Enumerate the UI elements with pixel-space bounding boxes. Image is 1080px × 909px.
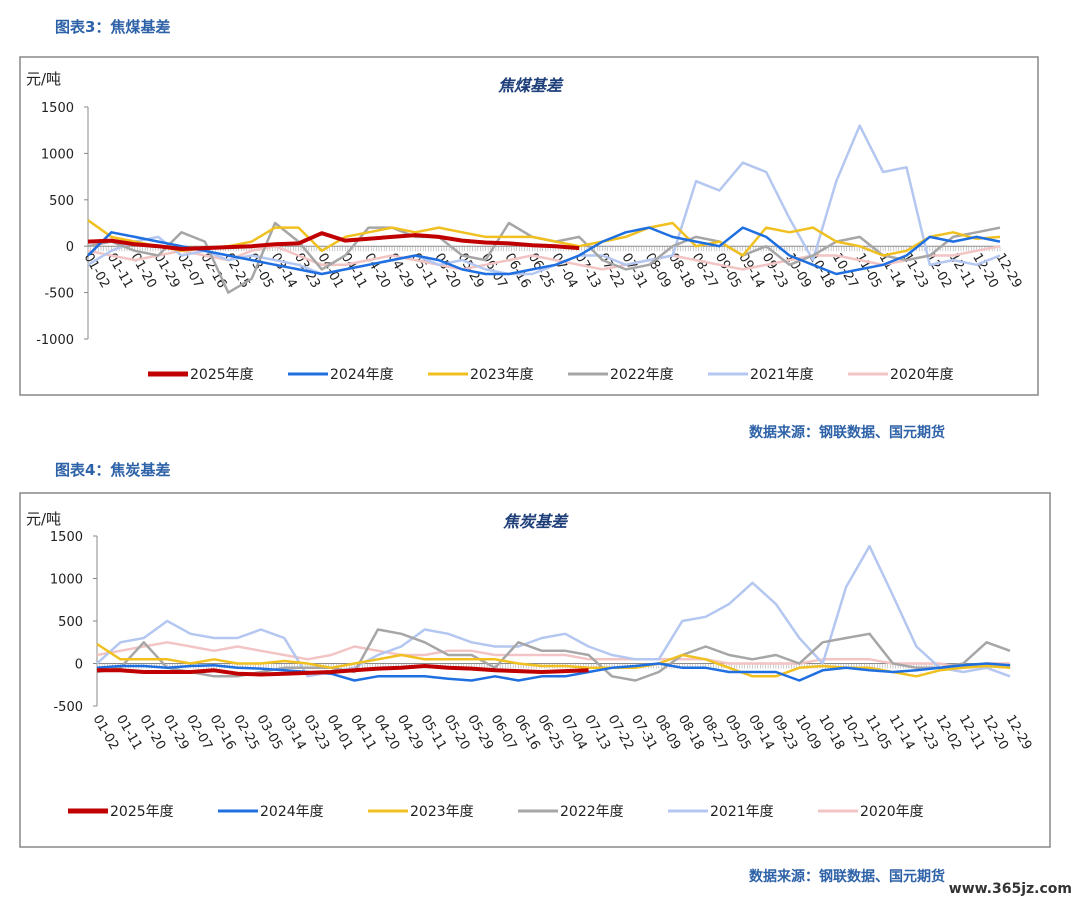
source-note: 数据来源：钢联数据、国元期货 bbox=[749, 868, 945, 885]
legend-label: 2025年度 bbox=[190, 367, 254, 383]
series-line bbox=[96, 641, 1010, 670]
legend-label: 2020年度 bbox=[890, 367, 954, 383]
source-note: 数据来源：钢联数据、国元期货 bbox=[749, 424, 945, 441]
y-tick-label: 500 bbox=[49, 194, 74, 209]
y-tick-label: 0 bbox=[75, 658, 83, 673]
y-tick-label: -500 bbox=[53, 700, 83, 715]
series-line bbox=[96, 544, 1011, 678]
chart-title: 焦炭基差 bbox=[503, 512, 569, 531]
legend-label: 2022年度 bbox=[610, 367, 674, 383]
y-tick-label: 1500 bbox=[50, 530, 83, 545]
chart-frame bbox=[19, 492, 1051, 848]
y-tick-label: 1500 bbox=[41, 101, 74, 116]
series-line bbox=[87, 244, 1001, 271]
chart-frame bbox=[19, 56, 1039, 396]
series-line bbox=[87, 219, 1001, 257]
watermark: www.365jz.com bbox=[949, 881, 1072, 897]
legend-label: 2025年度 bbox=[110, 804, 174, 820]
series-line bbox=[87, 226, 1001, 276]
legend-label: 2023年度 bbox=[410, 804, 474, 820]
legend-label: 2024年度 bbox=[260, 804, 324, 820]
series-line bbox=[96, 662, 1011, 682]
chart-title: 焦煤基差 bbox=[498, 76, 564, 95]
series-line bbox=[87, 231, 580, 251]
y-tick-label: -1000 bbox=[36, 333, 74, 348]
y-tick-label: -500 bbox=[44, 287, 74, 302]
y-axis-label: 元/吨 bbox=[26, 510, 61, 528]
y-tick-label: 500 bbox=[58, 615, 83, 630]
legend-label: 2023年度 bbox=[470, 367, 534, 383]
legend-label: 2021年度 bbox=[750, 367, 814, 383]
legend-label: 2020年度 bbox=[860, 804, 924, 820]
series-line bbox=[97, 664, 589, 677]
y-axis-label: 元/吨 bbox=[26, 70, 61, 88]
y-tick-label: 1000 bbox=[41, 147, 74, 162]
figure-caption: 图表4：焦炭基差 bbox=[55, 461, 170, 479]
legend-label: 2021年度 bbox=[710, 804, 774, 820]
legend-label: 2024年度 bbox=[330, 367, 394, 383]
legend-label: 2022年度 bbox=[560, 804, 624, 820]
y-tick-label: 1000 bbox=[50, 573, 83, 588]
figure-caption: 图表3：焦煤基差 bbox=[55, 18, 170, 36]
y-tick-label: 0 bbox=[66, 240, 74, 255]
